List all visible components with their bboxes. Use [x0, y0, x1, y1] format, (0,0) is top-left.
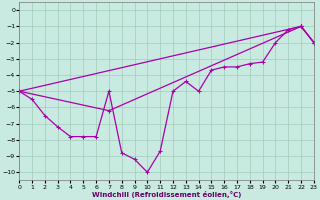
X-axis label: Windchill (Refroidissement éolien,°C): Windchill (Refroidissement éolien,°C) — [92, 191, 241, 198]
